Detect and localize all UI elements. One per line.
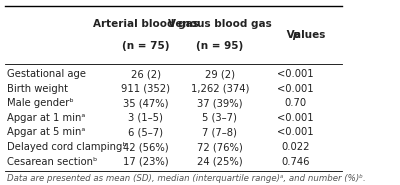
Text: Delayed cord clampingᵇ: Delayed cord clampingᵇ	[6, 142, 126, 152]
Text: 0.70: 0.70	[284, 98, 306, 108]
Text: Cesarean sectionᵇ: Cesarean sectionᵇ	[6, 157, 97, 167]
Text: 72 (76%): 72 (76%)	[197, 142, 242, 152]
Text: p: p	[292, 30, 299, 40]
Text: Apgar at 5 minᵃ: Apgar at 5 minᵃ	[6, 127, 85, 137]
Text: 0.022: 0.022	[281, 142, 310, 152]
Text: Apgar at 1 minᵃ: Apgar at 1 minᵃ	[6, 113, 85, 123]
Text: Data are presented as mean (SD), median (interquartile range)ᵃ, and number (%)ᵇ.: Data are presented as mean (SD), median …	[6, 174, 365, 183]
Text: Male genderᵇ: Male genderᵇ	[6, 98, 73, 108]
Text: 17 (23%): 17 (23%)	[123, 157, 169, 167]
Text: (n = 75): (n = 75)	[122, 41, 170, 51]
Text: 42 (56%): 42 (56%)	[123, 142, 169, 152]
Text: 37 (39%): 37 (39%)	[197, 98, 242, 108]
Text: 24 (25%): 24 (25%)	[197, 157, 242, 167]
Text: (n = 95): (n = 95)	[196, 41, 243, 51]
Text: 0.746: 0.746	[281, 157, 310, 167]
Text: Birth weight: Birth weight	[6, 84, 68, 94]
Text: <0.001: <0.001	[277, 113, 314, 123]
Text: 6 (5–7): 6 (5–7)	[128, 127, 163, 137]
Text: Values: Values	[283, 30, 325, 40]
Text: 911 (352): 911 (352)	[121, 84, 170, 94]
Text: <0.001: <0.001	[277, 127, 314, 137]
Text: Arterial blood gas: Arterial blood gas	[93, 19, 199, 29]
Text: <0.001: <0.001	[277, 69, 314, 79]
Text: 5 (3–7): 5 (3–7)	[202, 113, 237, 123]
Text: 3 (1–5): 3 (1–5)	[128, 113, 163, 123]
Text: Venous blood gas: Venous blood gas	[168, 19, 272, 29]
Text: Gestational age: Gestational age	[6, 69, 86, 79]
Text: 1,262 (374): 1,262 (374)	[190, 84, 249, 94]
Text: 7 (7–8): 7 (7–8)	[202, 127, 237, 137]
Text: 26 (2): 26 (2)	[131, 69, 161, 79]
Text: <0.001: <0.001	[277, 84, 314, 94]
Text: 29 (2): 29 (2)	[205, 69, 235, 79]
Text: 35 (47%): 35 (47%)	[123, 98, 168, 108]
